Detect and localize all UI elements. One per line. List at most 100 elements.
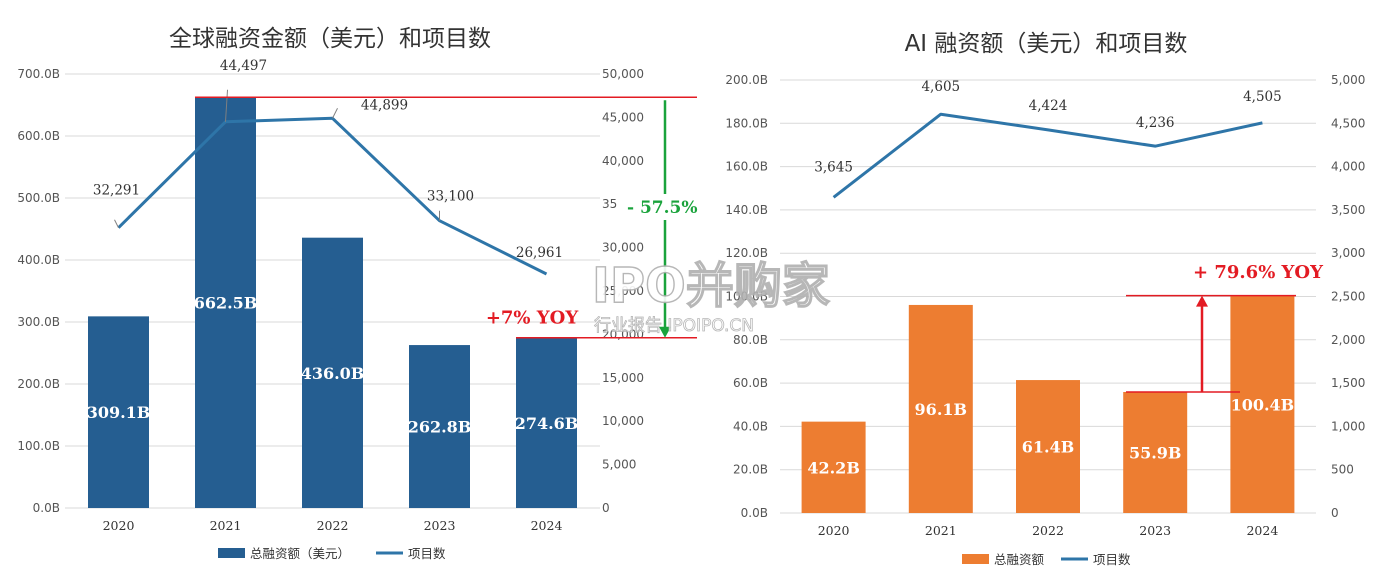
- right-axis-tick: 40,000: [602, 154, 644, 168]
- decline-label-bg: [623, 194, 697, 220]
- x-axis-tick: 2024: [1246, 523, 1278, 538]
- bar-value-label: 309.1B: [87, 403, 151, 422]
- right-axis-tick: 0: [602, 501, 610, 515]
- right-axis-tick: 2,500: [1331, 290, 1365, 304]
- right-axis-tick: 45,000: [602, 110, 644, 124]
- bar: [908, 304, 973, 513]
- line-point-label: 44,497: [220, 58, 267, 74]
- left-axis-tick: 20.0B: [733, 463, 768, 477]
- decline-arrow-head: [659, 326, 671, 338]
- right-axis-tick: 4,500: [1331, 116, 1365, 130]
- x-axis-tick: 2022: [1032, 523, 1064, 538]
- line-point-label: 4,505: [1243, 89, 1282, 105]
- data-label-leader: [225, 89, 228, 122]
- bar-value-label: 61.4B: [1022, 438, 1075, 457]
- left-axis-tick: 60.0B: [733, 376, 768, 390]
- bar: [1230, 295, 1295, 513]
- global-funding-chart: 全球融资金额（美元）和项目数 0.0B 100.0B 200.0B 300.0B 400.…: [17, 26, 697, 561]
- bar-value-label: 96.1B: [915, 400, 968, 419]
- line-point-label: 44,899: [361, 97, 408, 113]
- x-axis-tick: 2020: [103, 518, 135, 533]
- left-axis-tick: 120.0B: [725, 246, 768, 260]
- line-point-label: 26,961: [516, 245, 563, 261]
- left-axis-tick: 100.0B: [17, 439, 60, 453]
- chart-title: AI 融资额（美元）和项目数: [905, 31, 1188, 57]
- right-axis-tick: 5,000: [602, 458, 636, 472]
- yoy-annotation: + 79.6% YOY: [1193, 262, 1324, 283]
- left-axis-tick: 200.0B: [725, 73, 768, 87]
- legend-bar-swatch: [962, 554, 989, 564]
- right-axis-tick: 10,000: [602, 414, 644, 428]
- chart-title: 全球融资金额（美元）和项目数: [169, 26, 491, 52]
- right-axis-tick: 3,500: [1331, 203, 1365, 217]
- legend-bar-swatch: [218, 548, 245, 558]
- left-axis-tick: 700.0B: [17, 67, 60, 81]
- decline-annotation: - 57.5%: [627, 198, 698, 218]
- legend-bar-label: 总融资额（美元）: [250, 546, 350, 561]
- left-axis-tick: 180.0B: [725, 116, 768, 130]
- legend-line-label: 项目数: [1093, 552, 1131, 567]
- bar: [1123, 391, 1188, 513]
- data-label-leader: [114, 219, 119, 228]
- right-axis-tick: 2,000: [1331, 333, 1365, 347]
- right-axis-tick: 500: [1331, 463, 1354, 477]
- growth-arrow-head: [1196, 295, 1208, 307]
- right-axis-tick: 1,500: [1331, 376, 1365, 390]
- bar-value-label: 100.4B: [1231, 395, 1295, 414]
- watermark: IPO并购家 行业报告 IPOIPO.CN: [591, 257, 830, 336]
- watermark-subtitle: 行业报告 IPOIPO.CN: [594, 316, 754, 336]
- bar-value-label: 262.8B: [408, 418, 472, 437]
- right-axis-tick: 3,000: [1331, 246, 1365, 260]
- bar-value-label: 274.6B: [515, 414, 579, 433]
- bar: [801, 421, 866, 513]
- yoy-annotation: +7% YOY: [486, 308, 580, 329]
- legend-line-label: 项目数: [408, 546, 446, 561]
- bar-value-label: 55.9B: [1129, 443, 1182, 462]
- x-axis-tick: 2022: [317, 518, 349, 533]
- ai-funding-chart: AI 融资额（美元）和项目数 0.0B 20.0B 40.0B 60.0B 80.0B 10…: [725, 31, 1365, 567]
- left-axis-tick: 200.0B: [17, 377, 60, 391]
- x-axis-tick: 2021: [925, 523, 957, 538]
- bar: [1016, 380, 1080, 513]
- right-axis-tick: 0: [1331, 506, 1339, 520]
- right-axis-tick: 25,000: [602, 284, 644, 298]
- left-axis-tick: 300.0B: [17, 315, 60, 329]
- bar: [195, 97, 256, 508]
- left-axis-tick: 400.0B: [17, 253, 60, 267]
- right-axis-tick: 50,000: [602, 67, 644, 81]
- x-axis-tick: 2023: [1139, 523, 1171, 538]
- bar-value-label: 42.2B: [807, 458, 860, 477]
- left-axis-tick: 500.0B: [17, 191, 60, 205]
- x-axis-tick: 2024: [531, 518, 563, 533]
- left-axis-tick: 140.0B: [725, 203, 768, 217]
- bar-value-label: 436.0B: [301, 364, 365, 383]
- bar: [88, 316, 149, 508]
- left-axis-tick: 80.0B: [733, 333, 768, 347]
- x-axis-tick: 2020: [818, 523, 850, 538]
- right-axis-tick: 15,000: [602, 371, 644, 385]
- line-point-label: 33,100: [427, 189, 474, 205]
- line-point-label: 4,424: [1029, 98, 1068, 114]
- right-axis-tick: 1,000: [1331, 419, 1365, 433]
- bar: [302, 237, 363, 508]
- left-axis-tick: 40.0B: [733, 419, 768, 433]
- line-point-label: 4,605: [921, 79, 960, 95]
- project-count-line: [832, 112, 1263, 199]
- growth-label-bg: [1182, 256, 1322, 284]
- right-axis-tick: 4,000: [1331, 160, 1365, 174]
- line-point-label: 3,645: [814, 159, 853, 175]
- line-point-label: 4,236: [1136, 115, 1175, 131]
- data-label-leader: [332, 108, 338, 119]
- left-axis-tick: 160.0B: [725, 160, 768, 174]
- x-axis-tick: 2023: [424, 518, 456, 533]
- right-axis-tick: 30,000: [602, 241, 644, 255]
- right-axis-tick: 35: [602, 197, 617, 211]
- x-axis-tick: 2021: [210, 518, 242, 533]
- watermark-logo: IPO并购家: [592, 258, 830, 314]
- left-axis-tick: 600.0B: [17, 129, 60, 143]
- left-axis-tick: 0.0B: [741, 506, 768, 520]
- bar-value-label: 662.5B: [194, 294, 258, 313]
- right-axis-tick: 5,000: [1331, 73, 1365, 87]
- left-axis-tick: 0.0B: [33, 501, 60, 515]
